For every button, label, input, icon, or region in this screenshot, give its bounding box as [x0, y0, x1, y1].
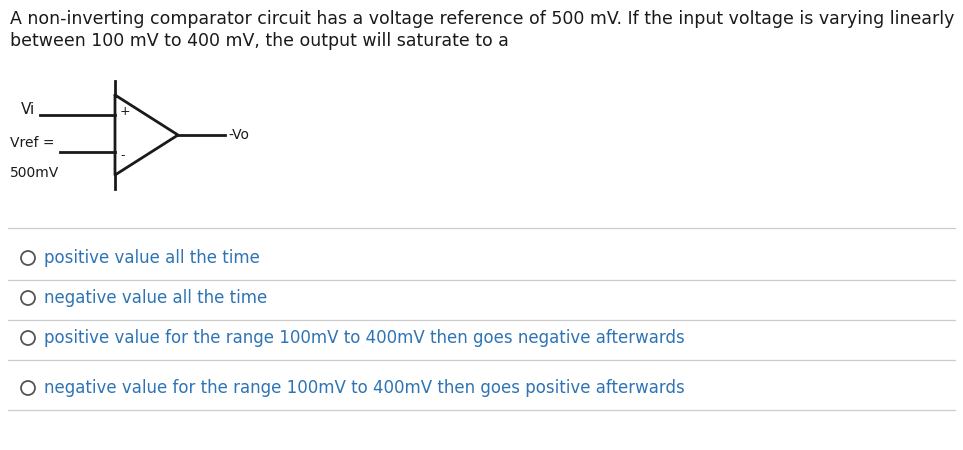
Text: between 100 mV to 400 mV, the output will saturate to a: between 100 mV to 400 mV, the output wil…: [10, 32, 508, 50]
Text: negative value for the range 100mV to 400mV then goes positive afterwards: negative value for the range 100mV to 40…: [44, 379, 685, 397]
Text: Vi: Vi: [21, 102, 35, 117]
Text: negative value all the time: negative value all the time: [44, 289, 268, 307]
Text: Vref =: Vref =: [10, 136, 55, 150]
Text: positive value for the range 100mV to 400mV then goes negative afterwards: positive value for the range 100mV to 40…: [44, 329, 685, 347]
Text: positive value all the time: positive value all the time: [44, 249, 260, 267]
Text: -Vo: -Vo: [228, 128, 249, 142]
Text: -: -: [120, 149, 124, 162]
Text: +: +: [120, 105, 131, 118]
Text: A non-inverting comparator circuit has a voltage reference of 500 mV. If the inp: A non-inverting comparator circuit has a…: [10, 10, 954, 28]
Text: 500mV: 500mV: [10, 166, 60, 180]
